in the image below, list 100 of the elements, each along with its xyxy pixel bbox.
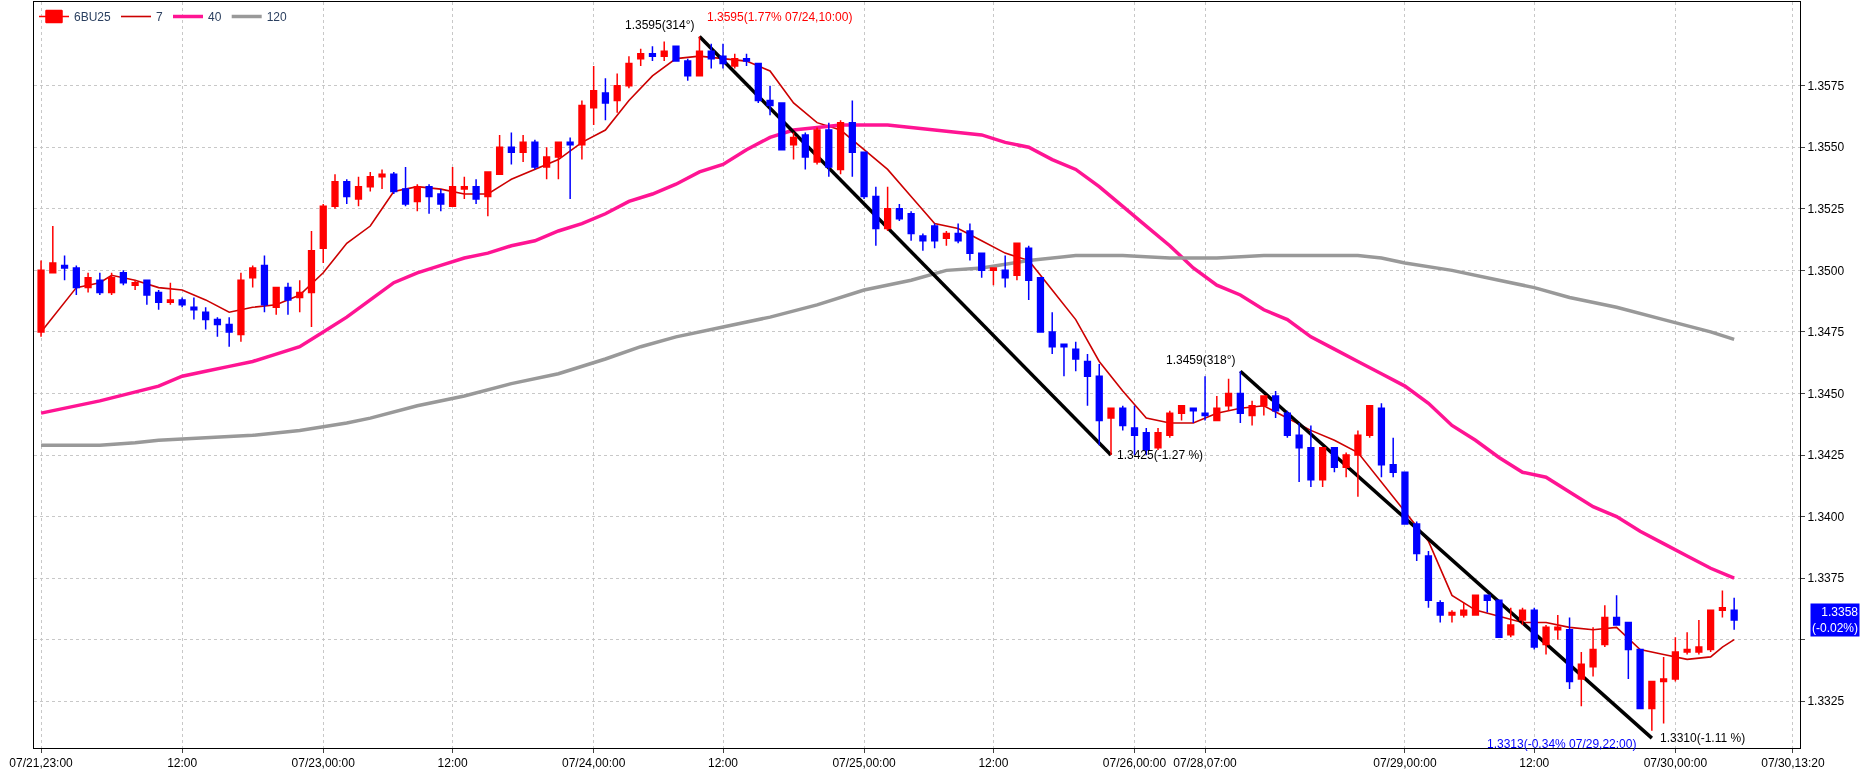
candlestick [119,269,127,286]
candlestick [1483,594,1491,614]
candlestick [1072,341,1080,373]
candlestick [1448,609,1456,624]
annotation: 1.3313(-0.34% 07/29,22:00) [1487,737,1637,751]
candlestick [1013,242,1021,281]
candlestick [296,279,304,313]
legend-label: 6BU25 [74,10,112,25]
annotation: 1.3425(-1.27 %) [1117,448,1204,462]
candlestick [660,40,668,62]
x-tick-label: 12:00 [167,756,198,771]
candlestick [190,296,198,321]
candlestick [249,264,257,289]
candlestick [1389,437,1397,478]
candlestick [425,183,433,215]
candlestick [366,171,374,193]
candlestick [1295,422,1303,483]
x-tick-label: 07/21,23:00 [9,756,74,771]
candlestick [354,176,363,208]
candlestick [1659,656,1668,725]
x-tick-label: 07/29,00:00 [1373,756,1437,771]
candlestick [1518,606,1527,626]
candlestick [472,178,480,205]
candlestick [1283,409,1291,439]
candlestick [507,131,515,166]
candlestick [766,84,774,116]
candlestick [37,259,45,338]
candlestick [566,136,574,200]
candlestick [1671,636,1679,683]
text: 1.3358 (-0.02%) [1812,605,1859,635]
candlestick [895,203,903,222]
candlestick [672,45,680,62]
candlestick [754,62,762,104]
candlestick [143,279,151,306]
candlestick [1471,594,1480,616]
x-tick-label: 07/30,00:00 [1643,756,1708,771]
legend-label: 40 [208,10,222,25]
candlestick [1401,471,1409,525]
candlestick [495,134,504,176]
candlestick [695,35,704,77]
candlestick [166,281,175,306]
candlestick [155,289,163,311]
candlestick [883,185,892,232]
candlestick [954,222,962,245]
candlestick [860,151,868,200]
y-tick-label: 1.3575 [1807,78,1845,93]
candlestick [648,45,657,62]
x-tick-label: 12:00 [1519,756,1550,771]
candlestick [72,264,80,296]
candlestick [531,139,539,171]
candlestick [1565,616,1574,690]
x-tick-label: 12:00 [707,756,739,771]
candlestick [1095,363,1103,446]
candlestick [319,203,327,264]
candlestick [1612,594,1621,626]
candlestick [307,230,316,328]
candlestick [1224,377,1233,412]
candlestick [1589,626,1597,678]
x-tick-label: 07/30,13:20 [1761,756,1825,771]
candlestick [413,183,421,213]
x-tick-label: 07/25,00:00 [832,756,897,771]
annotation: 1.3595(314°) [625,18,695,32]
annotation: 1.3595(1.77% 07/24,10:00) [707,10,853,24]
candlestick [1271,390,1280,419]
candlestick [1248,400,1256,427]
annotation: 1.3310(-1.11 %) [1660,731,1746,745]
candlestick [1683,631,1691,656]
candlestick [343,178,351,205]
candlestick [1083,353,1092,407]
candlestick [848,99,856,178]
candlestick [554,141,563,181]
y-tick-label: 1.3475 [1807,325,1845,340]
candlestick [1201,375,1209,422]
candlestick [1342,451,1350,478]
candlestick [613,72,621,114]
candlestick [378,168,386,190]
candlestick [1413,520,1421,562]
candlestick [778,102,786,151]
candlestick [448,166,457,208]
x-tick-label: 12:00 [978,756,1009,771]
candlestick [1577,651,1585,707]
y-tick-label: 1.3450 [1807,386,1845,401]
candlestick [519,134,527,163]
candlestick [84,272,92,294]
candlestick [801,131,809,171]
candlestick [107,272,116,296]
candlestick [96,272,104,296]
candlestick [202,306,210,331]
candlestick [1495,599,1503,638]
candlestick [1730,597,1738,631]
candlestick [1636,648,1644,710]
candlestick [401,166,410,208]
candlestick [213,316,222,338]
candlestick [1177,405,1186,422]
candlestick [460,176,468,200]
candlestick [931,222,939,249]
candlestick [1460,601,1468,619]
candlestick [49,225,57,274]
line-series [39,123,1736,580]
candlestick [707,43,715,70]
